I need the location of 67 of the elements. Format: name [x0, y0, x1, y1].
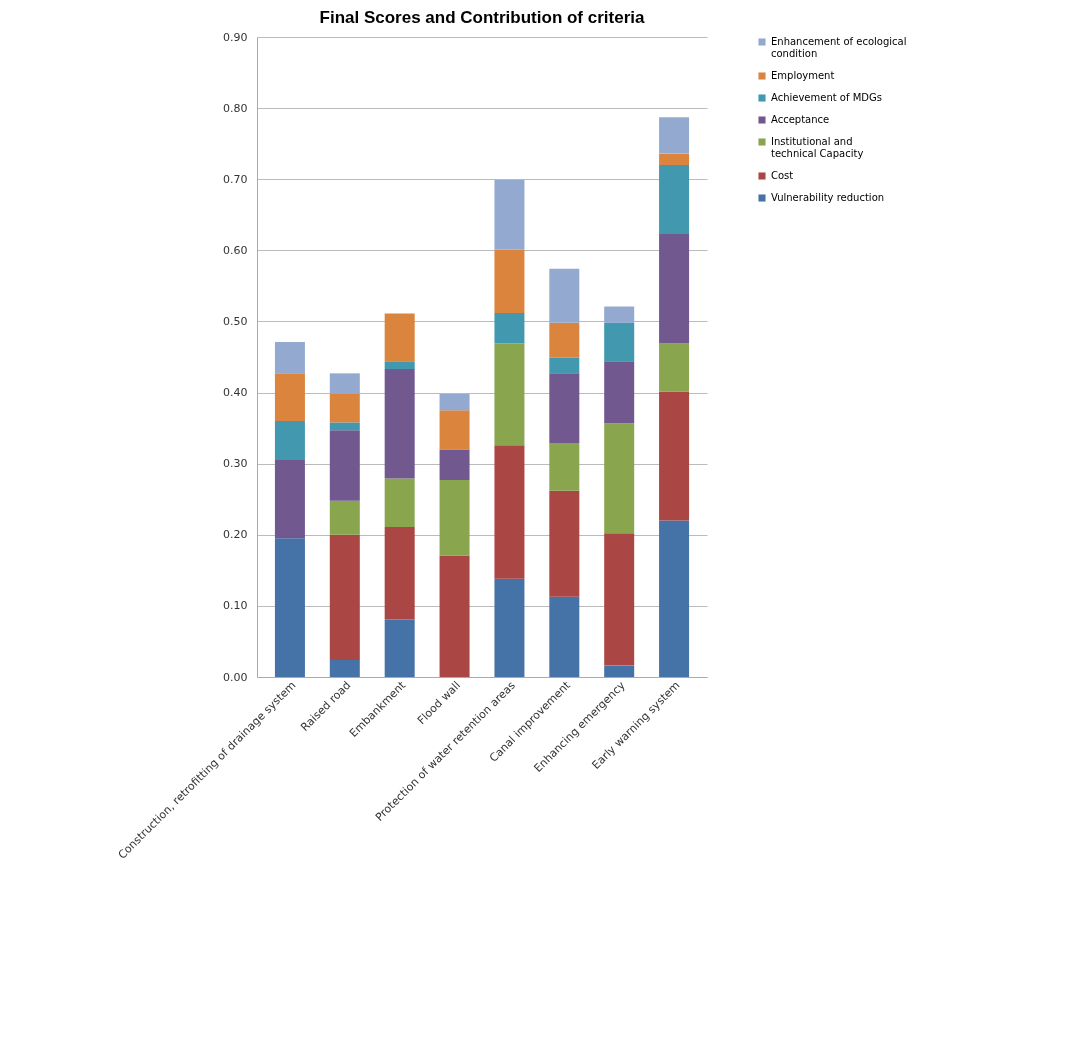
bar	[274, 460, 305, 539]
bar	[329, 430, 360, 501]
bar	[494, 445, 525, 579]
bar	[329, 393, 360, 423]
bar	[494, 312, 525, 344]
bar	[549, 490, 580, 597]
legend-label: Institutional and technical Capacity	[771, 136, 864, 159]
bar	[329, 534, 360, 660]
bar	[494, 179, 525, 250]
chart-title: Final Scores and Contribution of criteria	[319, 8, 645, 27]
bar	[494, 249, 525, 313]
bar	[659, 233, 690, 344]
bar	[384, 478, 415, 527]
legend-label: Employment	[771, 70, 835, 81]
bar	[274, 373, 305, 421]
legend-label: Vulnerability reduction	[771, 192, 885, 203]
bar	[604, 361, 635, 424]
y-tick-label: 0.00	[223, 670, 248, 684]
bar	[329, 659, 360, 677]
y-tick-label: 0.10	[223, 599, 248, 613]
bar	[659, 391, 690, 521]
bar	[549, 268, 580, 323]
bar	[659, 520, 690, 677]
bar	[384, 526, 415, 620]
bar	[604, 306, 635, 323]
bar	[439, 449, 470, 481]
bar	[274, 342, 305, 374]
bar	[549, 322, 580, 358]
bar	[494, 343, 525, 446]
bar	[329, 500, 360, 535]
bar	[439, 480, 470, 556]
bar	[384, 313, 415, 362]
bar	[549, 596, 580, 677]
legend-label: Enhancement of ecological condition	[771, 36, 907, 59]
bar	[329, 373, 360, 394]
bar	[384, 361, 415, 370]
legend-label: Achievement of MDGs	[771, 92, 882, 103]
y-tick-label: 0.90	[223, 30, 248, 44]
bar	[659, 343, 690, 392]
bar	[274, 421, 305, 461]
bar	[329, 422, 360, 431]
bar	[549, 373, 580, 444]
bar	[604, 665, 635, 677]
bar	[604, 322, 635, 362]
bar	[549, 443, 580, 491]
legend-label: Acceptance	[771, 114, 830, 125]
bar	[384, 619, 415, 677]
bar	[659, 165, 690, 234]
bar	[659, 117, 690, 154]
bar	[604, 533, 635, 666]
bar	[494, 578, 525, 677]
bar	[274, 538, 305, 677]
bar	[549, 357, 580, 374]
bar	[604, 423, 635, 534]
y-tick-label: 0.80	[223, 101, 248, 115]
bar	[384, 369, 415, 479]
y-tick-label: 0.70	[223, 172, 248, 186]
y-tick-label: 0.50	[223, 314, 248, 328]
bar	[439, 410, 470, 450]
bar	[439, 393, 470, 411]
bar	[439, 555, 470, 677]
y-tick-label: 0.40	[223, 386, 248, 400]
legend-label: Cost	[771, 170, 794, 181]
y-tick-label: 0.20	[223, 528, 248, 542]
y-tick-label: 0.30	[223, 457, 248, 471]
y-tick-label: 0.60	[223, 243, 248, 257]
bar	[659, 153, 690, 165]
